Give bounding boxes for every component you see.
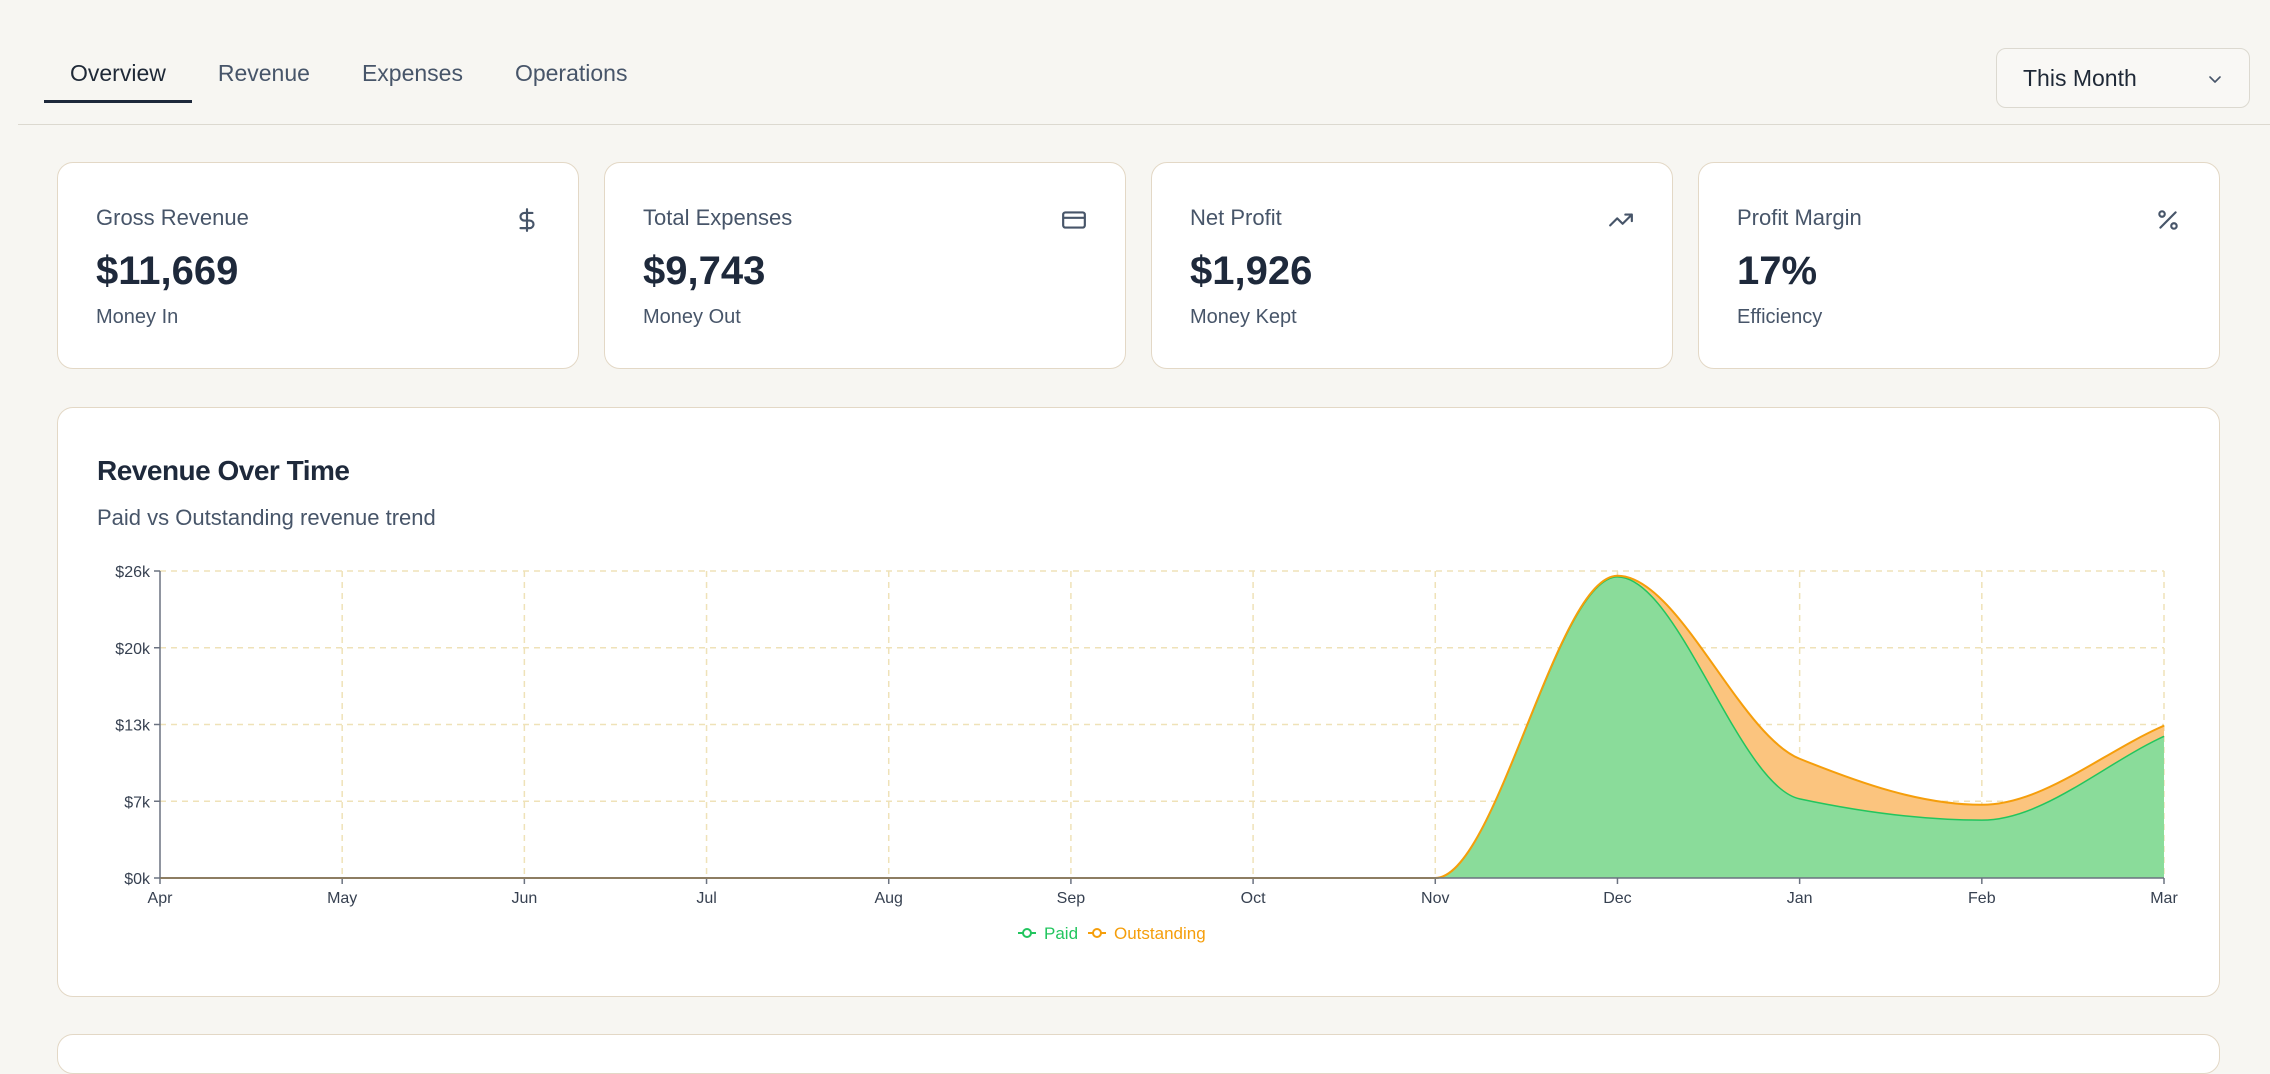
kpi-value: $11,669 [96, 249, 239, 293]
tab-bar: Overview Revenue Expenses Operations [44, 42, 653, 115]
revenue-chart-card: Revenue Over Time Paid vs Outstanding re… [57, 407, 2220, 997]
kpi-cards: Gross Revenue $11,669 Money In Total Exp… [57, 162, 2220, 369]
x-tick-label: May [327, 890, 357, 907]
kpi-label: Gross Revenue [96, 205, 249, 230]
tab-operations[interactable]: Operations [514, 60, 628, 86]
kpi-card-total-expenses: Total Expenses $9,743 Money Out [604, 162, 1126, 369]
legend-marker-dot [1092, 928, 1102, 938]
x-tick-label: Apr [148, 890, 174, 907]
chart-subtitle: Paid vs Outstanding revenue trend [97, 505, 436, 530]
credit-card-icon [1062, 211, 1086, 229]
percent-icon [2158, 210, 2178, 230]
x-tick-label: Mar [2150, 890, 2178, 907]
kpi-sublabel: Money In [96, 306, 179, 328]
y-tick-label: $26k [115, 564, 151, 581]
tab-expenses[interactable]: Expenses [361, 60, 463, 86]
x-tick-label: Feb [1968, 890, 1996, 907]
x-tick-label: Jan [1787, 890, 1813, 907]
kpi-card-gross-revenue: Gross Revenue $11,669 Money In [57, 162, 579, 369]
kpi-label: Net Profit [1190, 205, 1282, 230]
kpi-value: 17% [1737, 249, 1818, 293]
revenue-area-chart: $0k $7k $13k $20k $26k Apr May Jun Jul Aug Sep Oct N… [115, 564, 2178, 943]
tab-overview[interactable]: Overview [44, 42, 192, 115]
trending-up-icon [1609, 213, 1633, 227]
kpi-card-profit-margin: Profit Margin 17% Efficiency [1698, 162, 2220, 369]
y-tick-label: $20k [115, 641, 151, 658]
chart-title: Revenue Over Time [97, 455, 350, 486]
y-tick-label: $7k [124, 794, 151, 811]
next-section-card [57, 1034, 2220, 1074]
legend-label: Paid [1044, 924, 1078, 943]
x-tick-label: Jul [696, 890, 716, 907]
kpi-sublabel: Efficiency [1737, 306, 1823, 328]
x-tick-label: Nov [1421, 890, 1449, 907]
legend-marker-dot [1022, 928, 1032, 938]
tab-revenue[interactable]: Revenue [217, 60, 310, 86]
legend-label: Outstanding [1114, 924, 1206, 943]
y-tick-label: $13k [115, 718, 151, 735]
x-tick-label: Jun [511, 890, 537, 907]
chevron-down-icon [2209, 76, 2221, 83]
dollar-icon [519, 208, 535, 232]
x-tick-label: Sep [1057, 890, 1086, 907]
kpi-value: $9,743 [643, 249, 766, 293]
period-select-value: This Month [2023, 64, 2137, 91]
x-tick-label: Dec [1603, 890, 1631, 907]
kpi-value: $1,926 [1190, 249, 1313, 293]
kpi-sublabel: Money Kept [1190, 306, 1297, 328]
kpi-label: Total Expenses [643, 205, 793, 230]
x-tick-label: Oct [1241, 890, 1266, 907]
kpi-sublabel: Money Out [643, 306, 741, 328]
kpi-label: Profit Margin [1737, 205, 1862, 230]
y-tick-label: $0k [124, 871, 151, 888]
paid-area [160, 576, 2164, 878]
kpi-card-net-profit: Net Profit $1,926 Money Kept [1151, 162, 1673, 369]
top-bar: Overview Revenue Expenses Operations Thi… [18, 0, 2270, 125]
x-tick-label: Aug [874, 890, 902, 907]
period-select[interactable]: This Month [1996, 48, 2250, 108]
